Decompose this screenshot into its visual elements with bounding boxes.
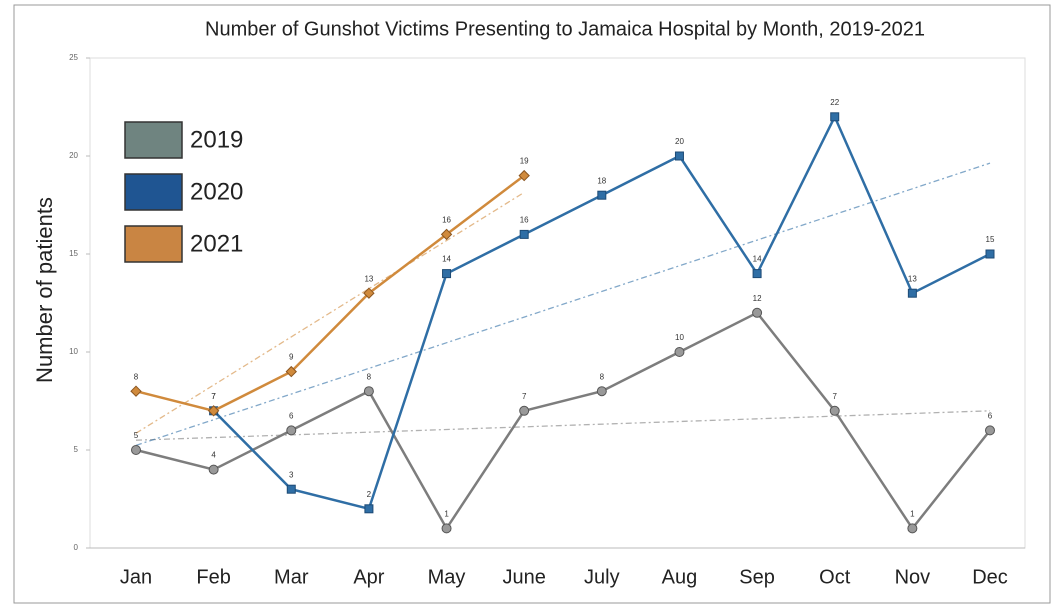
marker xyxy=(596,386,607,397)
data-label: 7 xyxy=(211,392,216,401)
marker xyxy=(752,307,763,318)
data-label: 12 xyxy=(753,294,762,303)
x-tick-label: Jan xyxy=(120,566,152,588)
data-label: 1 xyxy=(444,510,449,519)
trend-line xyxy=(135,162,991,446)
series-line xyxy=(135,174,525,413)
data-label: 16 xyxy=(520,216,529,225)
marker xyxy=(829,405,840,416)
marker xyxy=(907,523,918,534)
data-label: 5 xyxy=(134,431,139,440)
x-tick-label: Sep xyxy=(739,566,775,588)
data-label: 14 xyxy=(753,255,762,264)
x-tick-label: Apr xyxy=(353,566,384,588)
y-tick-label: 15 xyxy=(69,249,78,258)
series-line xyxy=(135,311,991,531)
marker xyxy=(363,386,374,397)
legend-label: 2020 xyxy=(190,178,243,205)
legend-label: 2019 xyxy=(190,126,243,153)
y-tick-label: 5 xyxy=(74,445,79,454)
x-tick-label: July xyxy=(584,566,620,588)
data-label: 7 xyxy=(211,392,216,401)
marker xyxy=(440,228,453,241)
data-label: 19 xyxy=(520,157,529,166)
marker xyxy=(752,269,762,279)
chart-title: Number of Gunshot Victims Presenting to … xyxy=(205,18,925,40)
data-label: 7 xyxy=(833,392,838,401)
data-label: 22 xyxy=(830,98,839,107)
marker xyxy=(363,287,375,299)
legend-swatch xyxy=(124,173,183,211)
x-tick-label: May xyxy=(428,566,466,588)
data-label: 4 xyxy=(211,451,216,460)
marker xyxy=(519,229,529,239)
data-label: 1 xyxy=(910,510,915,519)
marker xyxy=(519,405,530,416)
marker xyxy=(674,347,685,357)
marker xyxy=(985,425,995,436)
marker xyxy=(830,112,840,122)
y-axis-label: Number of patients xyxy=(32,197,57,383)
frame xyxy=(13,4,1051,604)
data-label: 8 xyxy=(600,372,605,381)
x-tick-label: Dec xyxy=(972,566,1008,588)
data-label: 10 xyxy=(675,333,684,342)
marker xyxy=(518,169,530,182)
data-label: 20 xyxy=(675,137,684,146)
x-tick-label: Oct xyxy=(819,566,851,588)
data-label: 6 xyxy=(289,412,294,421)
marker xyxy=(285,365,297,378)
marker xyxy=(907,288,917,298)
marker xyxy=(286,425,297,436)
marker xyxy=(597,190,607,200)
data-label: 6 xyxy=(988,412,993,421)
trend-line xyxy=(135,191,525,434)
data-label: 3 xyxy=(289,470,294,479)
y-tick-label: 0 xyxy=(74,543,79,552)
marker xyxy=(674,151,684,161)
data-label: 18 xyxy=(597,176,606,185)
marker xyxy=(131,445,141,455)
marker xyxy=(985,249,995,259)
data-label: 9 xyxy=(289,353,294,362)
x-tick-label: Nov xyxy=(895,566,931,588)
x-tick-label: June xyxy=(502,566,545,588)
data-label: 13 xyxy=(908,274,917,283)
legend-swatch xyxy=(124,225,183,263)
legend-swatch xyxy=(124,121,183,159)
marker xyxy=(130,385,142,397)
x-tick-label: Mar xyxy=(274,566,309,588)
legend-label: 2021 xyxy=(190,230,243,257)
marker xyxy=(286,484,296,494)
marker xyxy=(364,504,374,514)
data-label: 15 xyxy=(986,235,995,244)
x-tick-label: Aug xyxy=(662,566,698,588)
y-tick-label: 20 xyxy=(69,151,78,160)
marker xyxy=(208,464,219,475)
data-label: 8 xyxy=(367,372,372,381)
trend-line xyxy=(135,410,991,441)
x-tick-label: Feb xyxy=(196,566,230,588)
data-label: 8 xyxy=(134,372,139,381)
data-label: 7 xyxy=(522,392,527,401)
marker xyxy=(441,523,452,534)
data-label: 2 xyxy=(367,490,372,499)
y-tick-label: 10 xyxy=(69,347,78,356)
y-tick-label: 25 xyxy=(69,53,78,62)
data-label: 13 xyxy=(364,274,373,283)
data-label: 16 xyxy=(442,216,451,225)
data-label: 14 xyxy=(442,255,451,264)
marker xyxy=(207,405,220,417)
marker xyxy=(442,269,452,279)
